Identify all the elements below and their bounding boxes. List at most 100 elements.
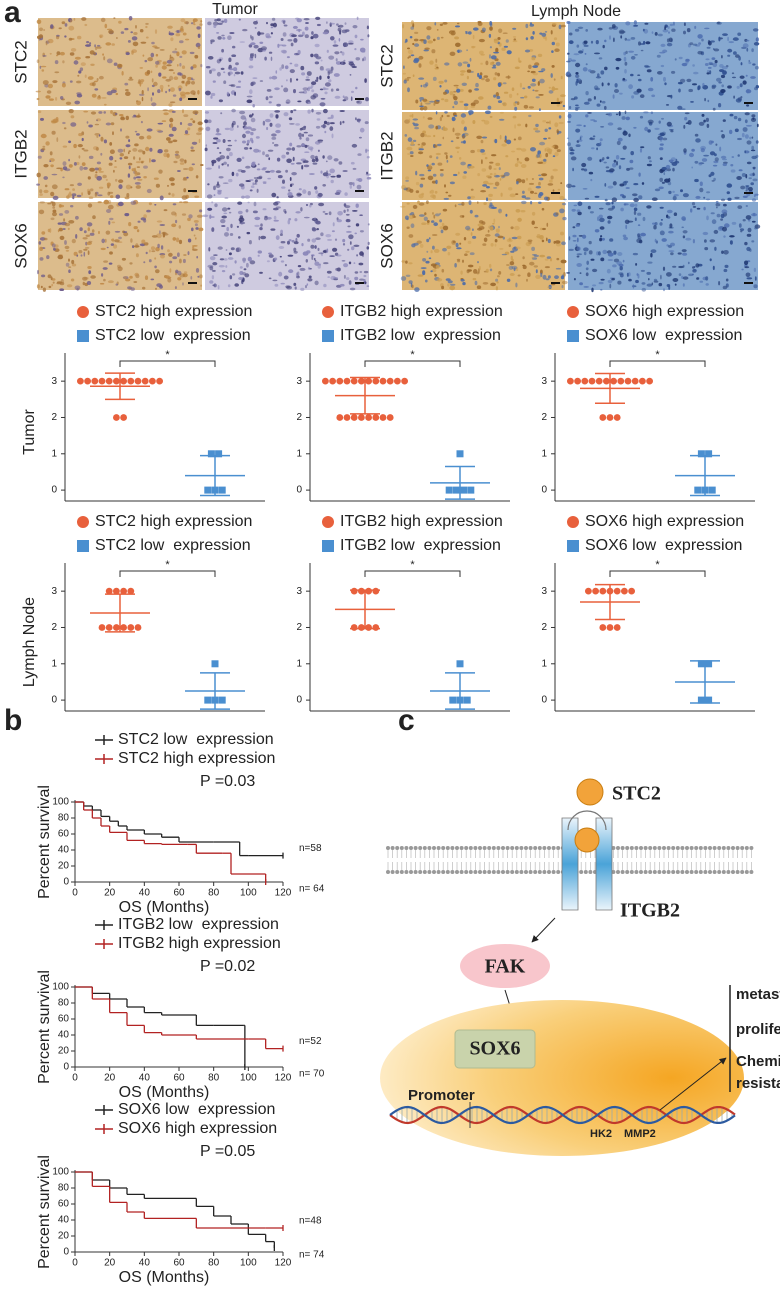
tissue-cell bbox=[216, 184, 221, 188]
tissue-cell bbox=[123, 231, 127, 233]
tissue-cell bbox=[294, 251, 298, 254]
tissue-cell bbox=[348, 234, 353, 239]
tissue-cell bbox=[41, 66, 47, 68]
tissue-cell bbox=[559, 115, 562, 118]
tissue-cell bbox=[738, 118, 741, 122]
lipid-head bbox=[552, 870, 556, 874]
tissue-cell bbox=[275, 130, 280, 133]
tissue-cell bbox=[312, 228, 317, 232]
ligand-label: STC2 bbox=[612, 783, 661, 805]
data-point bbox=[617, 378, 624, 385]
tissue-cell bbox=[597, 104, 601, 107]
tissue-cell bbox=[60, 52, 65, 56]
tissue-cell bbox=[532, 221, 535, 225]
tissue-cell bbox=[288, 220, 291, 225]
tissue-cell bbox=[551, 176, 554, 180]
tissue-cell bbox=[406, 187, 411, 192]
tissue-cell bbox=[680, 189, 683, 192]
tissue-cell bbox=[458, 172, 460, 175]
tissue-cell bbox=[415, 100, 418, 104]
tissue-cell bbox=[180, 28, 184, 32]
tissue-cell bbox=[525, 50, 530, 53]
tissue-cell bbox=[210, 216, 214, 218]
lipid-head bbox=[694, 846, 698, 850]
tissue-cell bbox=[411, 141, 414, 145]
tissue-cell bbox=[331, 180, 334, 183]
tissue-cell bbox=[211, 68, 216, 71]
tissue-cell bbox=[323, 262, 328, 264]
tissue-cell bbox=[211, 227, 214, 232]
tissue-cell bbox=[351, 91, 354, 93]
tissue-cell bbox=[435, 64, 438, 68]
tissue-cell bbox=[145, 275, 148, 280]
tissue-cell bbox=[213, 186, 216, 191]
tissue-cell bbox=[360, 128, 365, 133]
tissue-cell bbox=[261, 168, 266, 170]
tissue-cell bbox=[548, 275, 551, 278]
tissue-cell bbox=[310, 155, 315, 159]
tissue-cell bbox=[199, 127, 204, 130]
tissue-cell bbox=[490, 116, 493, 118]
tissue-cell bbox=[255, 27, 257, 29]
tissue-cell bbox=[558, 189, 561, 191]
tissue-cell bbox=[575, 63, 580, 67]
tissue-cell bbox=[652, 31, 654, 34]
tissue-cell bbox=[588, 69, 592, 72]
tissue-cell bbox=[254, 45, 259, 49]
tissue-cell bbox=[43, 288, 46, 292]
tissue-cell bbox=[534, 265, 538, 267]
tissue-cell bbox=[313, 163, 318, 165]
tissue-cell bbox=[695, 161, 699, 164]
tissue-cell bbox=[611, 202, 613, 205]
tissue-cell bbox=[671, 29, 675, 32]
tissue-cell bbox=[222, 207, 228, 211]
legend-marker bbox=[322, 516, 334, 528]
tissue-cell bbox=[52, 243, 56, 247]
tissue-cell bbox=[62, 122, 65, 124]
tissue-cell bbox=[414, 287, 419, 292]
tissue-cell bbox=[138, 79, 140, 83]
tissue-cell bbox=[89, 196, 94, 199]
tissue-cell bbox=[68, 220, 74, 224]
tissue-cell bbox=[252, 113, 254, 115]
tissue-cell bbox=[488, 230, 490, 233]
tissue-cell bbox=[609, 168, 614, 172]
tissue-cell bbox=[521, 164, 527, 168]
tissue-cell bbox=[151, 53, 155, 58]
tissue-cell bbox=[575, 129, 580, 133]
tissue-cell bbox=[325, 213, 328, 215]
tissue-cell bbox=[179, 40, 184, 43]
lipid-head bbox=[625, 846, 629, 850]
tissue-cell bbox=[136, 133, 140, 136]
tissue-cell bbox=[740, 228, 744, 231]
tissue-cell bbox=[169, 177, 175, 181]
tissue-cell bbox=[167, 278, 171, 283]
tissue-cell bbox=[626, 187, 630, 189]
tissue-cell bbox=[407, 48, 410, 50]
x-tick-label: 40 bbox=[139, 888, 151, 899]
tissue-cell bbox=[68, 159, 70, 162]
tissue-cell bbox=[69, 109, 74, 113]
data-point bbox=[113, 624, 120, 631]
tissue-cell bbox=[500, 175, 505, 177]
tissue-cell bbox=[104, 139, 107, 143]
tissue-cell bbox=[435, 126, 438, 130]
tissue-cell bbox=[41, 275, 45, 278]
tissue-cell bbox=[219, 265, 225, 268]
tissue-cell bbox=[356, 254, 358, 256]
tissue-cell bbox=[578, 27, 583, 29]
tissue-cell bbox=[120, 128, 122, 131]
tissue-cell bbox=[218, 246, 223, 249]
tissue-cell bbox=[259, 32, 264, 34]
tissue-cell bbox=[520, 97, 524, 99]
tissue-cell bbox=[746, 215, 752, 220]
tissue-cell bbox=[37, 173, 41, 178]
tissue-cell bbox=[43, 164, 48, 167]
tissue-cell bbox=[115, 231, 120, 233]
tissue-cell bbox=[418, 151, 423, 154]
data-point bbox=[372, 414, 379, 421]
tissue-cell bbox=[90, 188, 94, 191]
tissue-cell bbox=[121, 31, 124, 34]
tissue-cell bbox=[551, 73, 553, 78]
tissue-cell bbox=[567, 142, 571, 146]
